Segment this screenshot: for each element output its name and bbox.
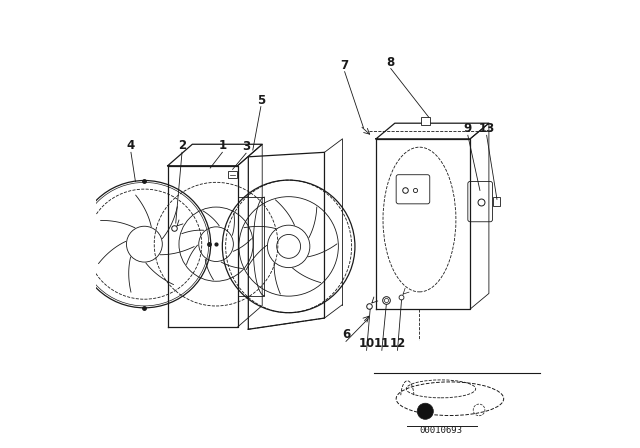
FancyBboxPatch shape [421,117,430,125]
Text: 6: 6 [342,328,350,341]
Text: 9: 9 [464,122,472,135]
Text: 4: 4 [127,139,135,152]
FancyBboxPatch shape [228,171,237,178]
FancyBboxPatch shape [493,197,500,206]
Text: 10: 10 [358,337,374,350]
Circle shape [417,403,433,419]
Text: 1: 1 [218,139,227,152]
Text: 8: 8 [387,56,395,69]
Text: 12: 12 [389,337,406,350]
Text: 13: 13 [479,122,495,135]
Text: 5: 5 [257,94,265,107]
Text: 00010693: 00010693 [419,426,463,435]
Text: 11: 11 [374,337,390,350]
Text: 3: 3 [242,140,250,153]
Text: 2: 2 [178,139,186,152]
Text: 7: 7 [340,59,349,72]
